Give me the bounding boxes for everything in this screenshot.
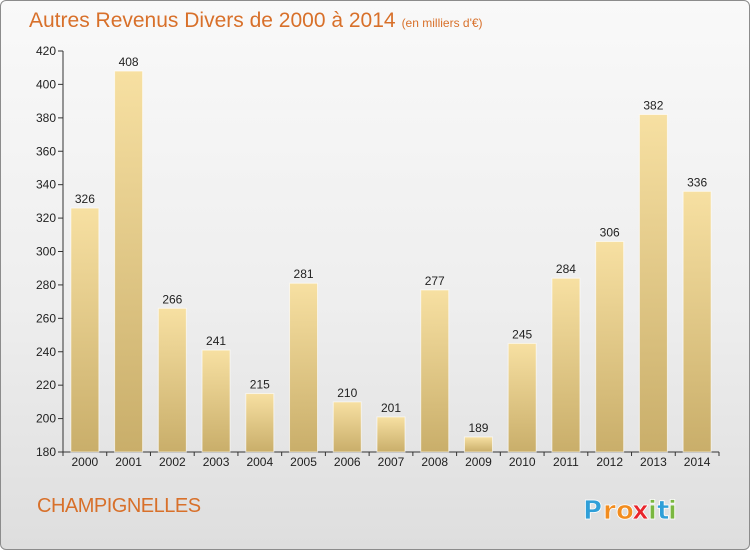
bar-value-label: 281 [294, 267, 314, 281]
x-tick-label: 2005 [290, 455, 317, 469]
y-tick-label: 280 [36, 278, 56, 292]
x-tick-label: 2009 [465, 455, 492, 469]
y-tick-label: 340 [36, 178, 56, 192]
y-tick-label: 380 [36, 111, 56, 125]
commune-name: CHAMPIGNELLES [37, 495, 201, 517]
bar-value-label: 284 [556, 262, 576, 276]
logo-letter: r [603, 496, 616, 526]
logo-letter: t [657, 496, 669, 526]
bar-value-label: 201 [381, 401, 401, 415]
logo-letter: i [648, 496, 657, 526]
bar [201, 349, 231, 453]
x-tick-label: 2012 [596, 455, 623, 469]
bar-value-label: 277 [425, 274, 445, 288]
bar [332, 401, 362, 453]
bar [638, 113, 668, 453]
x-tick-label: 2001 [115, 455, 142, 469]
bar [70, 207, 100, 453]
y-tick-label: 360 [36, 144, 56, 158]
x-tick-label: 2007 [378, 455, 405, 469]
logo-letter: o [616, 496, 634, 526]
y-tick-label: 400 [36, 77, 56, 91]
bar [551, 277, 581, 453]
chart-title: Autres Revenus Divers de 2000 à 2014 (en … [29, 9, 483, 33]
chart-subtitle: (en milliers d'€) [401, 16, 483, 30]
bar [595, 240, 625, 453]
logo-letter: P [583, 496, 602, 526]
x-tick-label: 2010 [509, 455, 536, 469]
x-tick-label: 2000 [72, 455, 99, 469]
bar [245, 393, 275, 453]
x-tick-label: 2011 [553, 455, 579, 469]
bar [289, 282, 319, 453]
bar-value-label: 215 [250, 378, 270, 392]
bar-value-label: 408 [119, 55, 139, 69]
x-tick-label: 2004 [246, 455, 273, 469]
y-tick-label: 260 [36, 311, 56, 325]
bar [463, 436, 493, 453]
logo-letter: i [668, 496, 677, 526]
bar-value-label: 306 [600, 225, 620, 239]
y-tick-label: 240 [36, 345, 56, 359]
x-tick-label: 2003 [203, 455, 230, 469]
bar-value-label: 241 [206, 334, 226, 348]
y-tick-label: 200 [36, 412, 56, 426]
x-tick-label: 2014 [684, 455, 711, 469]
x-tick-label: 2008 [421, 455, 448, 469]
x-tick-label: 2002 [159, 455, 186, 469]
y-tick-label: 220 [36, 378, 56, 392]
bar [114, 70, 144, 453]
bar [507, 342, 537, 453]
x-tick-label: 2013 [640, 455, 667, 469]
bar [420, 289, 450, 453]
bar [157, 307, 187, 453]
bar-value-label: 326 [75, 192, 95, 206]
bar-value-label: 189 [468, 421, 488, 435]
y-tick-label: 320 [36, 211, 56, 225]
bar-value-label: 382 [643, 98, 663, 112]
bars-group: 326 408 266 241 215 281 210 201 277 189 245 284 306 3… [70, 55, 712, 453]
bar [376, 416, 406, 453]
bar-value-label: 266 [162, 292, 182, 306]
chart-title-text: Autres Revenus Divers de 2000 à 2014 [29, 9, 396, 32]
bar [682, 190, 712, 453]
bar-value-label: 245 [512, 327, 532, 341]
y-tick-label: 420 [36, 44, 56, 58]
x-tick-label: 2006 [334, 455, 361, 469]
logo-letter: x [632, 496, 649, 526]
bar-value-label: 210 [337, 386, 357, 400]
y-tick-label: 300 [36, 245, 56, 259]
bar-value-label: 336 [687, 175, 707, 189]
y-tick-label: 180 [36, 445, 56, 459]
